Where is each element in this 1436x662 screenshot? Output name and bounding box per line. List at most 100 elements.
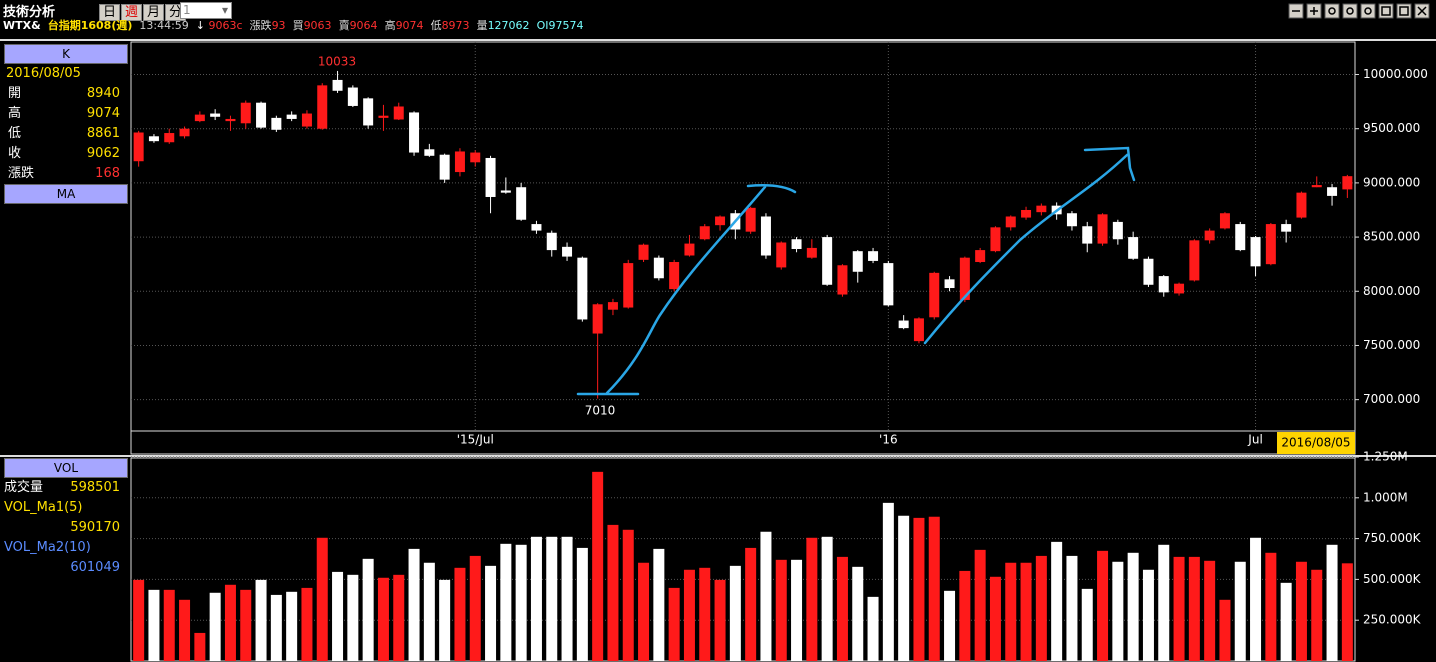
panel-header: VOL bbox=[4, 458, 128, 478]
separator bbox=[0, 39, 1436, 41]
period-button[interactable]: 日 bbox=[99, 4, 121, 21]
candle-body bbox=[531, 224, 542, 231]
volume-bar bbox=[469, 555, 481, 661]
volume-bar bbox=[546, 536, 558, 661]
period-button[interactable]: 月 bbox=[143, 4, 165, 21]
x-tick-label: '15/Jul bbox=[457, 433, 494, 447]
candle-body bbox=[164, 133, 175, 143]
volume-bar bbox=[270, 594, 282, 661]
icon-button[interactable] bbox=[1342, 3, 1358, 19]
volume-bar bbox=[607, 524, 619, 661]
candle-body bbox=[1189, 240, 1200, 281]
candle-body bbox=[225, 118, 236, 122]
candle-body bbox=[454, 151, 465, 173]
candle-body bbox=[1082, 226, 1093, 244]
quote-value: 9064 bbox=[349, 19, 378, 32]
volume-bar bbox=[622, 529, 634, 661]
info-value: 9074 bbox=[86, 106, 120, 121]
volume-bar bbox=[561, 536, 573, 661]
info-row: 590170 bbox=[4, 518, 128, 538]
info-row: 成交量 598501 bbox=[4, 478, 128, 498]
volume-frame bbox=[130, 457, 1356, 662]
volume-bar bbox=[638, 562, 650, 661]
icon-button[interactable] bbox=[1360, 3, 1376, 19]
volume-bar bbox=[913, 517, 925, 661]
candle-body bbox=[133, 132, 144, 162]
volume-bar bbox=[714, 579, 726, 661]
y-tick-label: 250.000K bbox=[1363, 613, 1422, 627]
candle-body bbox=[745, 207, 756, 232]
candle-body bbox=[623, 263, 634, 308]
volume-bar bbox=[1081, 588, 1093, 661]
volume-bar bbox=[592, 471, 604, 661]
volume-bar bbox=[1020, 562, 1032, 661]
volume-bar bbox=[1219, 599, 1231, 661]
volume-bar bbox=[148, 589, 160, 661]
candle-body bbox=[347, 87, 358, 106]
y-tick-label: 9500.000 bbox=[1363, 121, 1420, 135]
candle-body bbox=[210, 113, 221, 117]
candle-body bbox=[577, 257, 588, 320]
info-row: 低 8861 bbox=[4, 124, 128, 144]
candle-body bbox=[760, 216, 771, 256]
candle-body bbox=[301, 113, 312, 127]
candle-body bbox=[1265, 224, 1276, 265]
candle-body bbox=[1112, 221, 1123, 240]
volume-bar bbox=[316, 537, 328, 661]
volume-bar bbox=[882, 502, 894, 661]
info-value: 8940 bbox=[86, 86, 120, 101]
volume-bar bbox=[286, 591, 298, 661]
candle-body bbox=[852, 251, 863, 272]
quote-bar: WTX& 台指期1608(週) 13:44:59 ↓ 9063c 漲跌93 買9… bbox=[3, 18, 583, 33]
volume-bar bbox=[133, 579, 145, 661]
candle-body bbox=[1158, 276, 1169, 293]
volume-bar bbox=[1250, 537, 1262, 661]
candle-body bbox=[913, 318, 924, 342]
volume-bar bbox=[485, 565, 497, 661]
info-date: 2016/08/05 bbox=[6, 66, 81, 81]
candle-body bbox=[868, 251, 879, 261]
y-tick-label: 9000.000 bbox=[1363, 175, 1420, 189]
quote-last: 9063c bbox=[208, 19, 243, 32]
y-tick-label: 10000.000 bbox=[1363, 67, 1428, 81]
count-select[interactable]: 1 ▾ bbox=[180, 2, 232, 19]
separator bbox=[0, 455, 1436, 457]
volume-bar bbox=[944, 590, 956, 661]
quote-label: 賣 bbox=[338, 19, 350, 32]
panel-header: MA bbox=[4, 184, 128, 204]
volume-bar bbox=[745, 547, 757, 661]
candle-body bbox=[271, 117, 282, 130]
candle-body bbox=[516, 187, 527, 220]
volume-bar bbox=[928, 516, 940, 661]
volume-bar bbox=[653, 548, 665, 661]
volume-bar bbox=[1188, 556, 1200, 661]
candle-body bbox=[1219, 213, 1230, 229]
candle-body bbox=[562, 246, 573, 257]
candle-body bbox=[806, 247, 817, 258]
icon-button[interactable] bbox=[1324, 3, 1340, 19]
x-tick-label: 2016/08/05 bbox=[1281, 436, 1350, 450]
info-row: 漲跌 168 bbox=[4, 164, 128, 184]
date-highlight bbox=[1277, 432, 1355, 454]
volume-bar bbox=[699, 567, 711, 661]
volume-bar bbox=[1127, 552, 1139, 661]
volume-bar bbox=[1066, 555, 1078, 661]
volume-bar bbox=[1341, 563, 1353, 661]
candle-body bbox=[1296, 192, 1307, 218]
volume-bar bbox=[791, 559, 803, 661]
window-title: 技術分析 bbox=[3, 5, 56, 20]
annotation: 10033 bbox=[318, 55, 356, 69]
volume-bar bbox=[332, 571, 344, 661]
quote-label: 買 bbox=[292, 19, 304, 32]
volume-bar bbox=[1097, 550, 1109, 661]
candle-body bbox=[822, 237, 833, 285]
candle-body bbox=[990, 227, 1001, 252]
info-value: 590170 bbox=[70, 520, 120, 535]
period-button[interactable]: 週 bbox=[121, 4, 143, 21]
candle-body bbox=[791, 239, 802, 250]
info-row: 收 9062 bbox=[4, 144, 128, 164]
info-label: 收 bbox=[8, 146, 22, 161]
candle-body bbox=[546, 232, 557, 251]
candle-body bbox=[286, 114, 297, 119]
